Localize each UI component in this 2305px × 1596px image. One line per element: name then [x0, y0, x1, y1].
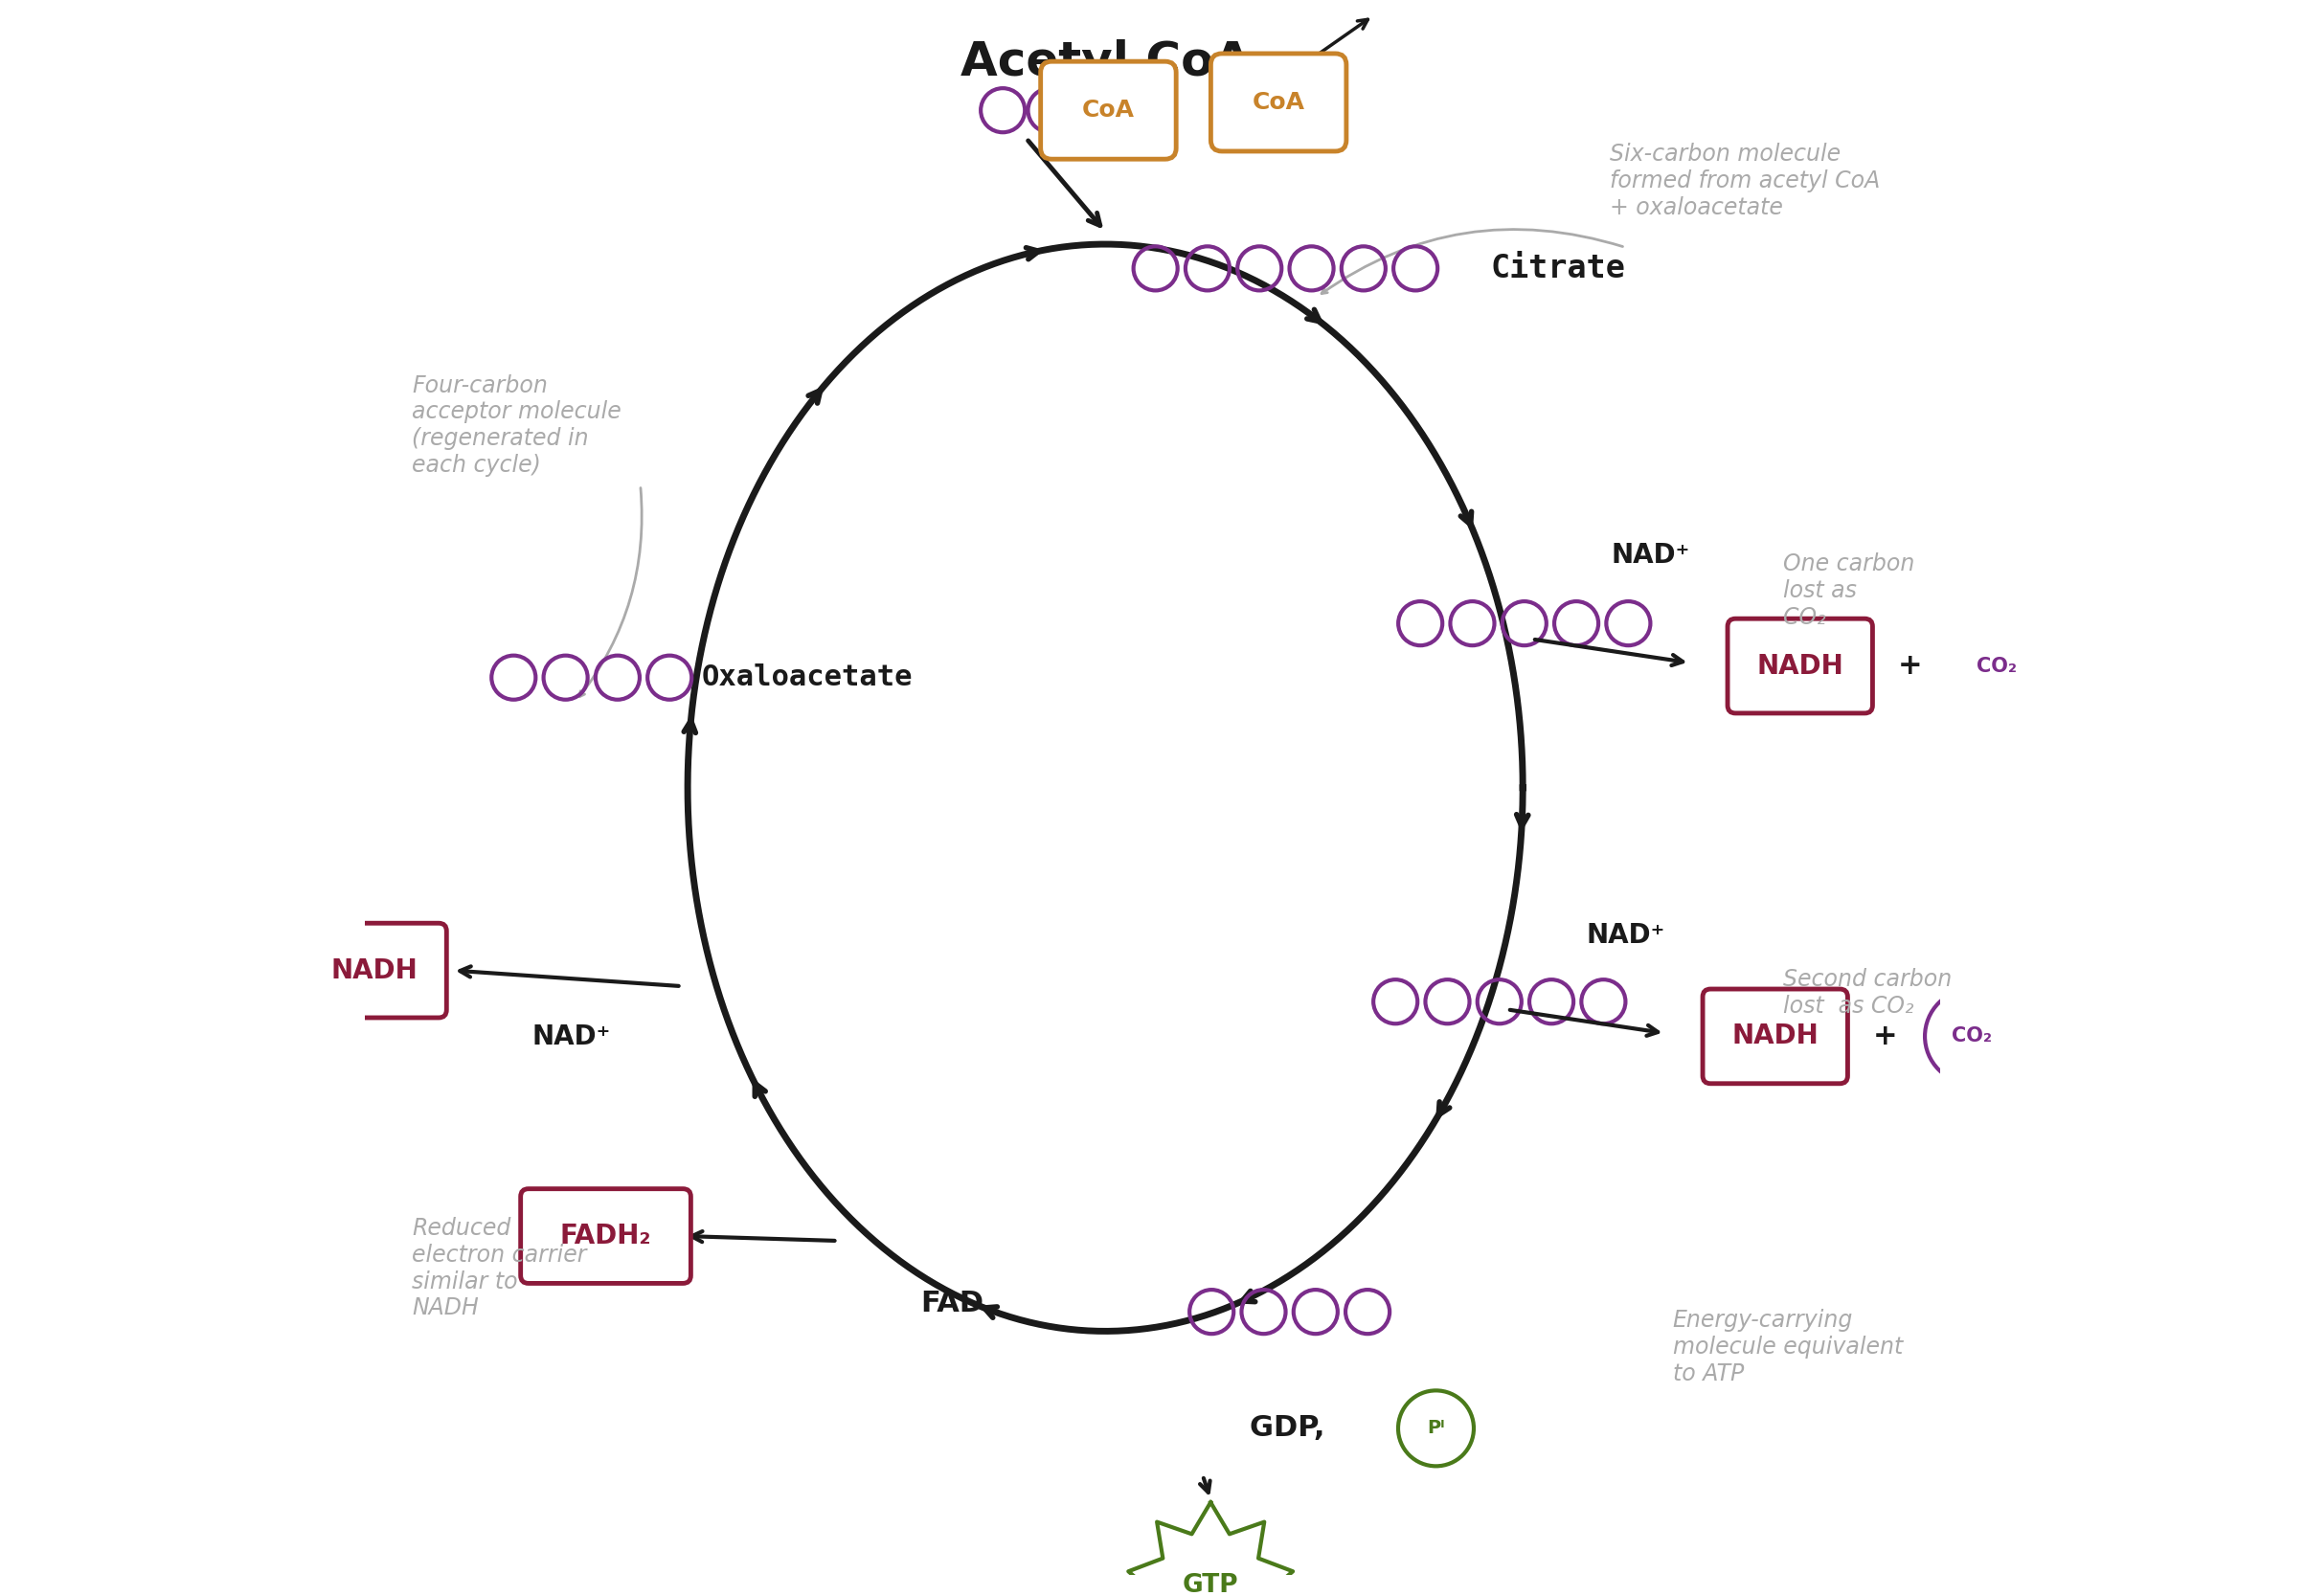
- Text: Acetyl CoA: Acetyl CoA: [959, 40, 1249, 85]
- Text: Reduced
electron carrier
similar to
NADH: Reduced electron carrier similar to NADH: [413, 1216, 588, 1320]
- Polygon shape: [1129, 1502, 1293, 1596]
- Text: +: +: [1897, 653, 1922, 680]
- FancyBboxPatch shape: [521, 1189, 691, 1283]
- Text: GDP,: GDP,: [1249, 1414, 1335, 1443]
- Text: NADH: NADH: [330, 958, 417, 983]
- FancyBboxPatch shape: [1729, 619, 1872, 713]
- Text: CO₂: CO₂: [1952, 1026, 1992, 1045]
- Text: CO₂: CO₂: [1978, 656, 2017, 675]
- Text: Energy-carrying
molecule equivalent
to ATP: Energy-carrying molecule equivalent to A…: [1673, 1309, 1902, 1385]
- Text: FADH₂: FADH₂: [560, 1223, 652, 1250]
- Text: Oxaloacetate: Oxaloacetate: [703, 664, 913, 691]
- Text: +: +: [1874, 1023, 1897, 1050]
- Text: NAD⁺: NAD⁺: [532, 1023, 611, 1050]
- Text: FAD: FAD: [922, 1290, 984, 1318]
- FancyBboxPatch shape: [302, 922, 447, 1018]
- FancyBboxPatch shape: [1210, 54, 1346, 152]
- Text: Pᴵ: Pᴵ: [1427, 1419, 1445, 1438]
- FancyBboxPatch shape: [1040, 61, 1176, 160]
- Text: One carbon
lost as
CO₂: One carbon lost as CO₂: [1782, 552, 1915, 629]
- Text: Second carbon
lost  as CO₂: Second carbon lost as CO₂: [1782, 967, 1952, 1017]
- Text: NADH: NADH: [1731, 1023, 1819, 1050]
- Text: NADH: NADH: [1756, 653, 1844, 680]
- Text: NAD⁺: NAD⁺: [1586, 922, 1664, 950]
- Text: Six-carbon molecule
formed from acetyl CoA
+ oxaloacetate: Six-carbon molecule formed from acetyl C…: [1609, 144, 1881, 219]
- Text: Four-carbon
acceptor molecule
(regenerated in
each cycle): Four-carbon acceptor molecule (regenerat…: [413, 373, 622, 477]
- Text: Citrate: Citrate: [1491, 252, 1625, 284]
- Text: CoA: CoA: [1252, 91, 1305, 113]
- Text: NAD⁺: NAD⁺: [1611, 543, 1690, 570]
- Text: CoA: CoA: [1081, 99, 1134, 121]
- Text: GTP: GTP: [1182, 1574, 1238, 1596]
- FancyBboxPatch shape: [1703, 990, 1849, 1084]
